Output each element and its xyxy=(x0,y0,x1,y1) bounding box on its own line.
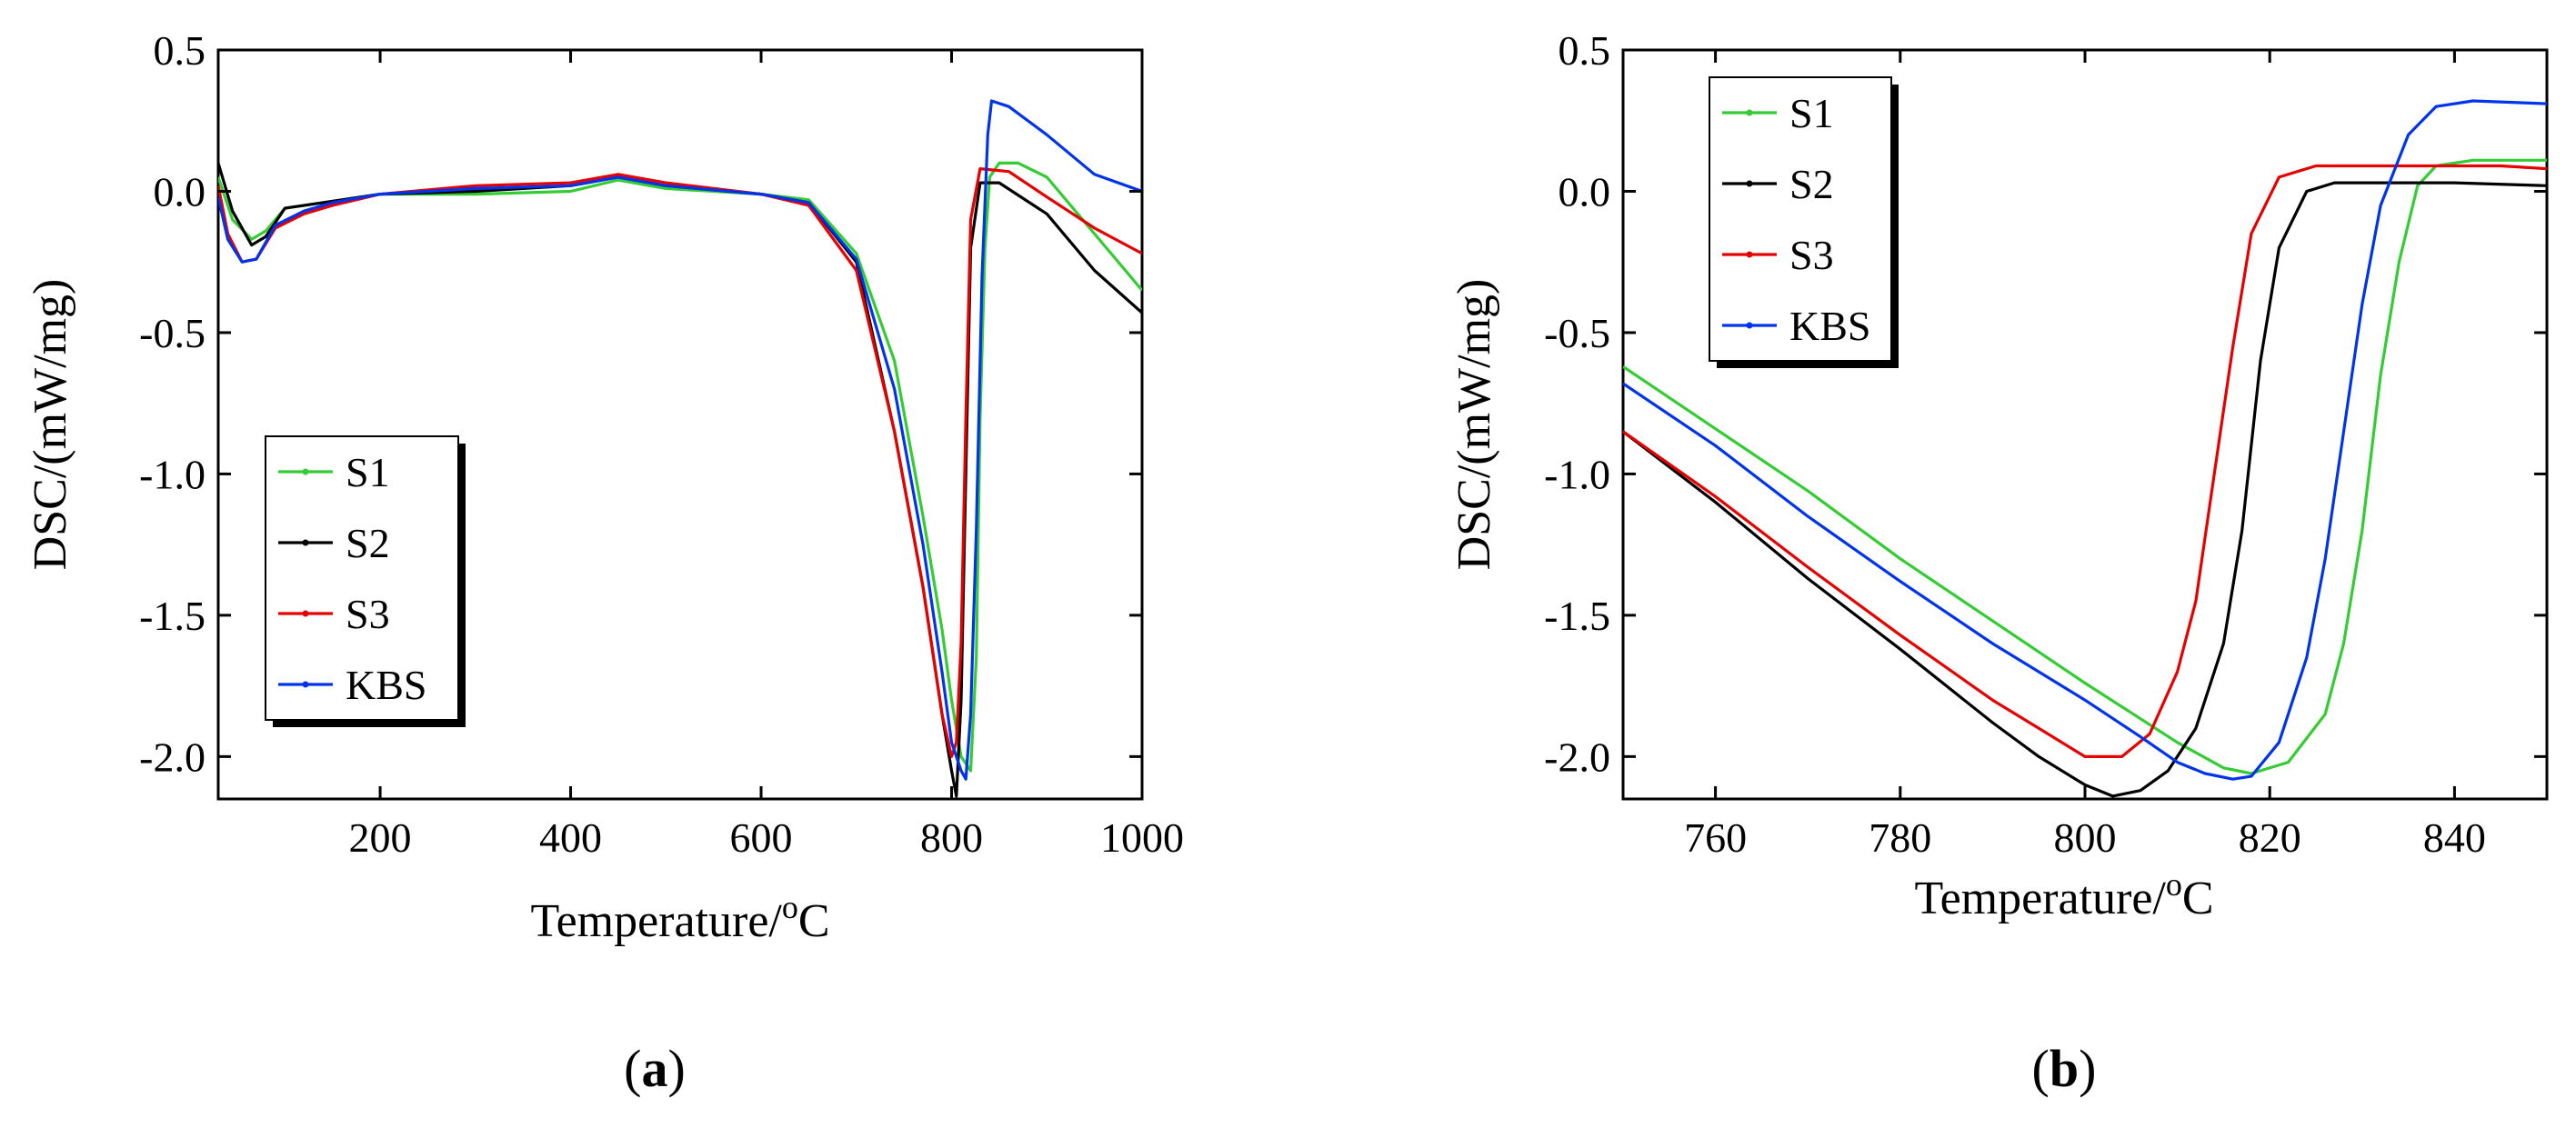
series-line-s3-a xyxy=(218,167,1142,758)
legend-marker-s2-b xyxy=(1746,180,1753,187)
legend-marker-kbs-b xyxy=(1746,322,1753,329)
ytick-label-b: -1.5 xyxy=(1544,593,1610,639)
ytick-label-b: 0.5 xyxy=(1559,27,1611,74)
plot-area-a xyxy=(218,99,1142,798)
xtick-label-b: 840 xyxy=(2423,814,2486,861)
series-line-s1-b xyxy=(1623,158,2547,775)
legend-label-s1-b: S1 xyxy=(1789,90,1834,136)
ytick-label-b: -0.5 xyxy=(1544,310,1610,356)
legend-label-s1-a: S1 xyxy=(346,449,390,495)
legend-label-kbs-a: KBS xyxy=(346,662,426,708)
legend-box-a xyxy=(265,435,459,721)
legend-label-s2-a: S2 xyxy=(346,520,390,566)
ylabel-a: DSC/(mW/mg) xyxy=(25,279,76,571)
legend-marker-s2-a xyxy=(302,539,309,546)
ytick-label-a: 0.5 xyxy=(154,27,206,74)
plot-area-b xyxy=(1623,99,2547,798)
xtick-label-b: 760 xyxy=(1684,814,1747,861)
xlabel-a-unit: C xyxy=(798,895,830,947)
legend-marker-s1-a xyxy=(302,468,309,475)
legend-b: S1 S2 S3 KBS xyxy=(1709,76,1899,368)
ylabel-b: DSC/(mW/mg) xyxy=(1448,279,1500,571)
xtick-label-a: 600 xyxy=(730,814,793,861)
ytick-label-a: -1.0 xyxy=(139,451,205,497)
xtick-label-a: 200 xyxy=(349,814,412,861)
xtick-label-a: 400 xyxy=(539,814,602,861)
legend-label-kbs-b: KBS xyxy=(1789,303,1870,349)
legend-marker-s3-a xyxy=(302,610,309,617)
legend-label-s3-b: S3 xyxy=(1789,232,1834,278)
xtick-label-b: 800 xyxy=(2054,814,2117,861)
series-line-kbs-a xyxy=(218,99,1142,781)
legend-marker-s1-b xyxy=(1746,109,1753,116)
xlabel-b-sup: o xyxy=(2166,866,2182,903)
series-line-s3-b xyxy=(1623,164,2547,758)
chart-panel-a: 200 400 600 800 1000 0.5 0.0 -0.5 -1.0 -1.5 -2.0 D… xyxy=(25,27,1184,1098)
panel-label-b: (b) xyxy=(2032,1039,2097,1098)
ytick-label-a: -2.0 xyxy=(139,734,205,780)
xtick-label-b: 780 xyxy=(1869,814,1931,861)
ticks-b: 760 780 800 820 840 0.5 0.0 -0.5 -1.0 -1.5 -2.0 xyxy=(1544,27,2547,861)
series-line-kbs-b xyxy=(1623,99,2547,781)
series-line-s2-b xyxy=(1623,181,2547,798)
legend-marker-kbs-a xyxy=(302,681,309,688)
ytick-label-a: 0.0 xyxy=(154,168,206,215)
legend-box-b xyxy=(1709,76,1892,362)
ytick-label-a: -0.5 xyxy=(139,310,205,356)
ytick-label-b: -2.0 xyxy=(1544,734,1610,780)
legend-marker-s3-b xyxy=(1746,251,1753,258)
xlabel-a-main: Temperature/ xyxy=(530,895,782,947)
ytick-label-a: -1.5 xyxy=(139,593,205,639)
xlabel-b-unit: C xyxy=(2182,873,2214,924)
xlabel-a-sup: o xyxy=(782,889,798,925)
legend-label-s2-b: S2 xyxy=(1789,161,1834,207)
xtick-label-b: 820 xyxy=(2239,814,2301,861)
ytick-label-b: -1.0 xyxy=(1544,451,1610,497)
plot-frame-a xyxy=(216,48,1144,801)
panel-label-a: (a) xyxy=(624,1039,686,1098)
xlabel-b-main: Temperature/ xyxy=(1914,873,2166,924)
legend-label-s3-a: S3 xyxy=(346,591,390,637)
chart-panel-b: 760 780 800 820 840 0.5 0.0 -0.5 -1.0 -1.5 -2.0 DS… xyxy=(1448,27,2549,1098)
xtick-label-a: 800 xyxy=(920,814,983,861)
xtick-label-a: 1000 xyxy=(1100,814,1184,861)
ytick-label-b: 0.0 xyxy=(1559,168,1611,215)
xlabel-b: Temperature/oC xyxy=(1914,866,2213,924)
xlabel-a: Temperature/oC xyxy=(530,889,829,947)
ticks-a: 200 400 600 800 1000 0.5 0.0 -0.5 -1.0 -1.5 -2.0 xyxy=(139,27,1184,861)
legend-a: S1 S2 S3 KBS xyxy=(265,435,466,727)
